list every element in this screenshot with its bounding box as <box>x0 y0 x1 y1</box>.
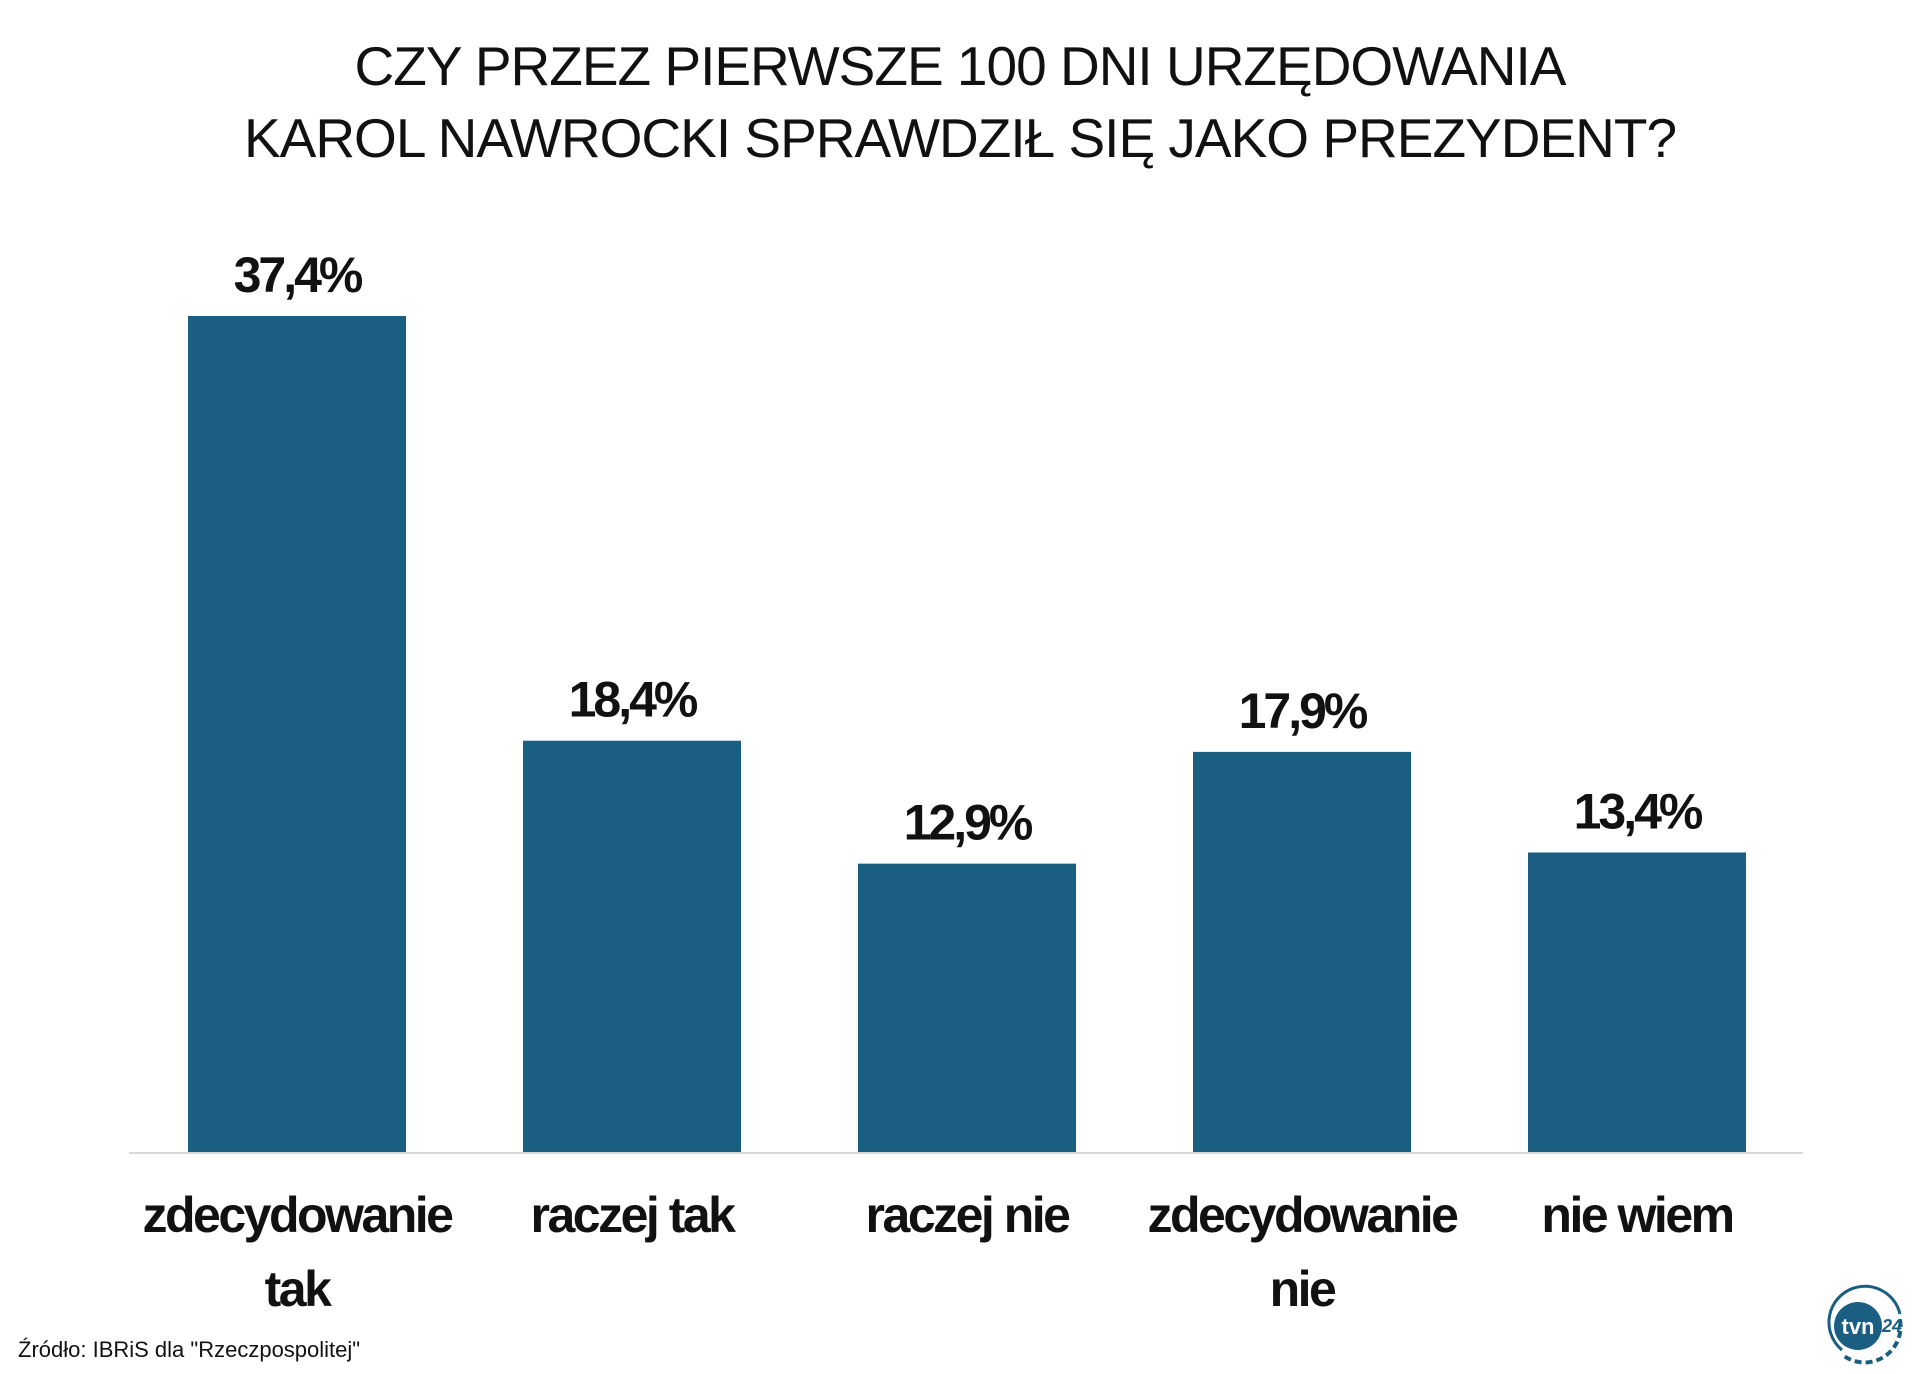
category-label: raczej nie <box>866 1187 1071 1243</box>
category-label: nie <box>1270 1261 1336 1317</box>
category-label: raczej tak <box>531 1187 737 1243</box>
chart-title-line-2: KAROL NAWROCKI SPRAWDZIŁ SIĘ JAKO PREZYD… <box>243 107 1677 169</box>
bar <box>188 316 406 1152</box>
tvn24-logo: tvn 24 <box>1827 1284 1903 1365</box>
category-label: nie wiem <box>1541 1187 1732 1243</box>
value-label: 37,4% <box>234 247 363 303</box>
svg-text:24: 24 <box>1881 1316 1902 1336</box>
category-label: zdecydowanie <box>1148 1187 1459 1243</box>
source-note: Źródło: IBRiS dla "Rzeczpospolitej" <box>18 1337 361 1362</box>
value-label: 18,4% <box>569 672 698 728</box>
value-label: 12,9% <box>904 795 1033 851</box>
bar <box>858 863 1076 1152</box>
svg-text:tvn: tvn <box>1842 1314 1875 1339</box>
chart-title: CZY PRZEZ PIERWSZE 100 DNI URZĘDOWANIA K… <box>0 30 1920 174</box>
value-label: 13,4% <box>1574 783 1703 839</box>
chart-title-line-1: CZY PRZEZ PIERWSZE 100 DNI URZĘDOWANIA <box>354 35 1567 97</box>
bar <box>1193 751 1411 1152</box>
category-label: zdecydowanie <box>143 1187 454 1243</box>
value-label: 17,9% <box>1239 683 1368 739</box>
category-label: tak <box>265 1261 332 1317</box>
bar <box>1528 852 1746 1152</box>
bar <box>523 740 741 1152</box>
